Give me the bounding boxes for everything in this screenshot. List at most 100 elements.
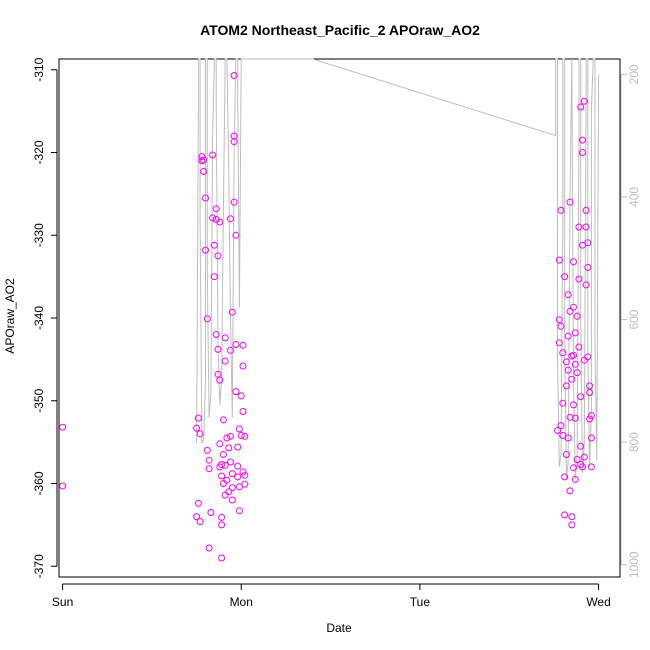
data-point <box>216 376 224 384</box>
data-point <box>200 168 208 175</box>
data-point <box>579 463 586 471</box>
data-point <box>219 451 227 458</box>
point-series-layer <box>59 72 595 562</box>
data-point <box>577 442 585 450</box>
data-point <box>237 392 245 400</box>
data-point <box>228 470 236 478</box>
y2-tick-label: 600 <box>627 309 641 329</box>
data-point <box>562 358 570 366</box>
data-point <box>227 458 234 466</box>
line-series-0 <box>196 58 600 479</box>
data-point <box>568 375 576 383</box>
data-point <box>561 511 569 519</box>
data-point <box>587 412 595 420</box>
data-point <box>216 218 224 226</box>
data-point <box>570 351 577 359</box>
data-point <box>209 151 217 159</box>
data-point <box>564 332 572 340</box>
data-point <box>586 415 594 423</box>
data-point <box>212 205 220 213</box>
y-axis-label: APOraw_AO2 <box>3 278 17 354</box>
y-tick-label: -360 <box>32 471 46 495</box>
data-point <box>205 544 213 552</box>
data-point <box>198 153 206 161</box>
data-point <box>561 473 569 481</box>
data-point <box>230 198 238 206</box>
data-point <box>193 513 201 521</box>
y-tick-label: -350 <box>32 388 46 412</box>
data-point <box>564 366 572 374</box>
y-tick-label: -310 <box>32 57 46 81</box>
data-point <box>566 198 574 206</box>
data-point <box>235 425 243 433</box>
y-tick-label: -370 <box>32 554 46 578</box>
data-point <box>580 97 588 105</box>
data-point <box>221 491 229 499</box>
y2-tick-label: 400 <box>627 187 641 207</box>
data-point <box>218 554 226 562</box>
data-point <box>228 484 236 492</box>
data-point <box>205 465 213 473</box>
data-point <box>577 393 585 401</box>
data-point <box>218 513 226 521</box>
data-point <box>566 487 574 495</box>
data-point <box>228 496 236 504</box>
data-point <box>582 206 590 214</box>
data-point <box>587 463 595 471</box>
data-point <box>219 416 227 424</box>
data-point <box>570 464 577 472</box>
data-point <box>202 194 209 202</box>
data-point <box>230 138 238 146</box>
data-point <box>555 256 563 264</box>
data-point <box>194 499 202 507</box>
data-point <box>564 434 572 442</box>
y-axis-left: -310 -320 -330 -340 -350 -360 -370 <box>32 57 58 578</box>
y-tick-label: -330 <box>32 223 46 247</box>
data-point <box>564 291 572 299</box>
data-point <box>210 273 218 281</box>
data-point <box>235 507 243 515</box>
data-point <box>573 456 581 463</box>
data-point <box>234 462 242 470</box>
data-point <box>216 440 224 448</box>
line-series-layer <box>196 58 600 479</box>
data-point <box>209 214 217 222</box>
data-point <box>232 341 240 348</box>
data-point <box>559 349 567 357</box>
data-point <box>202 246 209 254</box>
data-point <box>582 223 590 231</box>
data-point <box>214 345 222 353</box>
data-point <box>555 339 563 347</box>
data-point <box>241 432 249 440</box>
y-tick-label: -340 <box>32 306 46 330</box>
data-point <box>584 353 592 361</box>
data-point <box>221 334 229 342</box>
x-tick-label: Sun <box>52 595 73 609</box>
data-point <box>218 472 226 480</box>
plot-frame <box>58 58 621 578</box>
data-point <box>234 473 242 481</box>
data-point <box>228 308 236 316</box>
data-point <box>223 434 231 442</box>
data-point <box>193 424 201 432</box>
data-point <box>570 303 577 311</box>
data-point <box>566 307 574 315</box>
data-point <box>557 206 565 214</box>
data-point <box>212 331 220 338</box>
data-point <box>232 231 240 239</box>
data-point <box>587 434 595 442</box>
data-point <box>232 388 240 396</box>
data-point <box>562 382 570 390</box>
data-point <box>218 521 226 529</box>
data-point <box>241 471 249 479</box>
data-point <box>225 488 233 496</box>
data-point <box>571 329 579 337</box>
data-point <box>586 389 594 396</box>
data-point <box>203 446 211 454</box>
data-point <box>227 432 234 440</box>
data-point <box>221 357 229 365</box>
data-point <box>582 281 590 289</box>
data-point <box>227 215 234 223</box>
y2-tick-label: 1000 <box>627 551 641 578</box>
